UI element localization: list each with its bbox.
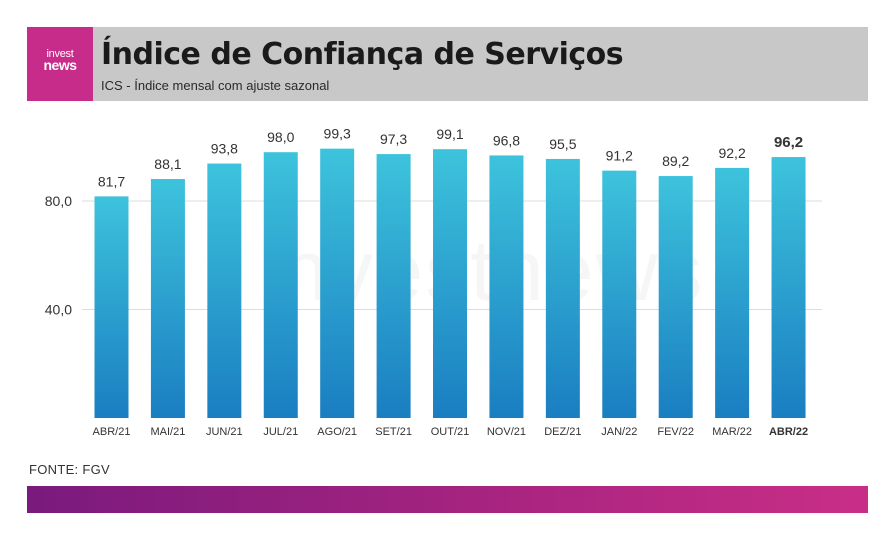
bar-value-label: 88,1 xyxy=(154,156,181,172)
chart-title: Índice de Confiança de Serviços xyxy=(101,37,624,72)
x-tick-label: NOV/21 xyxy=(487,426,526,438)
bar-value-label: 89,2 xyxy=(662,153,689,169)
brand-logo: invest news xyxy=(27,27,93,101)
bar xyxy=(489,155,524,418)
logo-line-2: news xyxy=(43,57,77,73)
x-tick-label: JAN/22 xyxy=(601,426,637,438)
bar-value-label: 96,8 xyxy=(493,132,520,148)
x-tick-label: OUT/21 xyxy=(431,426,470,438)
bar-value-label: 91,2 xyxy=(606,148,633,164)
y-axis-ticks: 40,0 80,0 xyxy=(45,193,72,318)
bar xyxy=(263,152,298,419)
x-tick-label: JUL/21 xyxy=(263,426,298,438)
x-tick-label: MAR/22 xyxy=(712,426,752,438)
bar xyxy=(771,157,806,418)
bar-value-label: 96,2 xyxy=(774,134,803,151)
source-note: FONTE: FGV xyxy=(29,462,110,477)
bar xyxy=(602,170,637,418)
bar xyxy=(545,158,580,419)
bar xyxy=(207,163,242,418)
x-tick-label: ABR/21 xyxy=(93,426,131,438)
logo-line-1: invest xyxy=(46,48,74,60)
value-labels: 81,7 88,1 93,8 98,0 99,3 97,3 99,1 96,8 95,5 91,2… xyxy=(98,126,803,190)
bar-value-label: 98,0 xyxy=(267,129,294,145)
chart-subtitle: ICS - Índice mensal com ajuste sazonal xyxy=(101,78,330,93)
bar-value-label: 99,1 xyxy=(436,126,463,142)
x-tick-label: MAI/21 xyxy=(150,426,185,438)
bar xyxy=(320,148,355,418)
bar-value-label: 97,3 xyxy=(380,131,407,147)
bar xyxy=(433,149,468,418)
y-tick-label: 80,0 xyxy=(45,193,72,209)
bar xyxy=(376,154,411,419)
x-tick-label: AGO/21 xyxy=(317,426,357,438)
bar-value-label: 93,8 xyxy=(211,141,238,157)
x-axis-ticks: ABR/21 MAI/21 JUN/21 JUL/21 AGO/21 SET/21 OUT/… xyxy=(93,426,809,438)
bar-value-label: 99,3 xyxy=(324,126,351,142)
x-tick-label: ABR/22 xyxy=(769,426,808,438)
bar-value-label: 81,7 xyxy=(98,173,125,189)
x-tick-label: SET/21 xyxy=(375,426,412,438)
x-tick-label: JUN/21 xyxy=(206,426,243,438)
bar xyxy=(150,179,185,418)
footer-bar xyxy=(27,486,868,513)
bar-value-label: 95,5 xyxy=(549,136,576,152)
header-bar: Índice de Confiança de Serviços ICS - Ín… xyxy=(93,27,868,101)
x-tick-label: FEV/22 xyxy=(657,426,694,438)
y-tick-label: 40,0 xyxy=(45,302,72,318)
bar-value-label: 92,2 xyxy=(718,145,745,161)
x-tick-label: DEZ/21 xyxy=(544,426,581,438)
bar xyxy=(658,176,693,418)
bars xyxy=(94,148,806,419)
bar xyxy=(715,167,750,418)
bar xyxy=(94,196,129,418)
